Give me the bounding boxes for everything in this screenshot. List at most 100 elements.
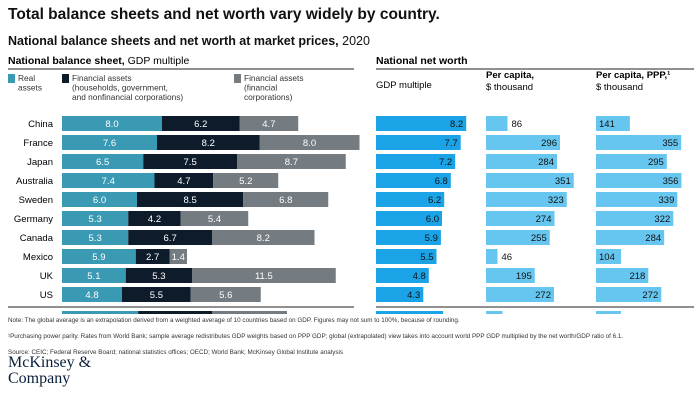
bar-japan-series-2 xyxy=(143,154,237,169)
value-label-germany-series-2: 4.2 xyxy=(148,214,161,225)
nw-label-uk-panel-1: 4.8 xyxy=(413,271,426,282)
category-label-mexico: Mexico xyxy=(23,252,53,263)
value-label-australia-series-1: 7.4 xyxy=(102,176,115,187)
panel-header-1: GDP multiple xyxy=(376,80,432,91)
bar-germany-series-2 xyxy=(128,211,181,226)
value-label-sweden-series-3: 6.8 xyxy=(279,195,292,206)
nw-label-canada-panel-1: 5.9 xyxy=(425,233,438,244)
value-label-china-series-2: 6.2 xyxy=(194,119,207,130)
nw-bar-us-panel-3 xyxy=(596,287,662,302)
bar-china-series-2 xyxy=(162,116,240,131)
bar-canada-series-2 xyxy=(128,230,212,245)
nw-label-japan-panel-3: 295 xyxy=(648,157,664,168)
value-label-us-series-1: 4.8 xyxy=(85,290,98,301)
legend-swatch-1 xyxy=(8,74,15,83)
nw-label-australia-panel-3: 356 xyxy=(663,176,679,187)
nw-bar-germany-panel-2 xyxy=(486,211,555,226)
nw-bar-global-panel-1 xyxy=(376,311,444,314)
nw-bar-global-panel-3 xyxy=(596,311,621,314)
nw-bar-france-panel-3 xyxy=(596,135,682,150)
value-label-uk-series-2: 5.3 xyxy=(152,271,165,282)
bar-uk-series-3 xyxy=(192,268,336,283)
bar-uk-series-1 xyxy=(62,268,126,283)
nw-label-canada-panel-3: 284 xyxy=(645,233,661,244)
value-label-france-series-1: 7.6 xyxy=(103,138,116,149)
nw-label-sweden-panel-3: 339 xyxy=(659,195,675,206)
bar-mexico-series-2 xyxy=(135,249,170,264)
bar-sweden-series-3 xyxy=(243,192,329,207)
nw-label-china-panel-2: 86 xyxy=(512,119,523,130)
nw-label-mexico-panel-2: 46 xyxy=(502,252,513,263)
category-label-japan: Japan xyxy=(27,157,53,168)
category-label-china: China xyxy=(28,119,54,130)
value-label-japan-series-3: 8.7 xyxy=(285,157,298,168)
panel-header-2: Per capita, $ thousand xyxy=(486,70,534,93)
nw-bar-uk-panel-1 xyxy=(376,268,429,283)
value-label-mexico-series-3: 1.4 xyxy=(172,252,185,263)
nw-bar-global-panel-2 xyxy=(486,311,503,314)
value-label-japan-series-2: 7.5 xyxy=(184,157,197,168)
bar-australia-series-1 xyxy=(62,173,155,188)
nw-bar-japan-panel-1 xyxy=(376,154,456,169)
nw-bar-china-panel-2 xyxy=(486,116,508,131)
bar-australia-series-3 xyxy=(213,173,279,188)
nw-label-mexico-panel-3: 104 xyxy=(599,252,615,263)
bar-france-series-3 xyxy=(259,135,360,150)
legend-label-1: Real assets xyxy=(18,73,42,93)
nw-bar-france-panel-2 xyxy=(486,135,560,150)
bar-australia-series-2 xyxy=(154,173,214,188)
bar-us-series-2 xyxy=(122,287,191,302)
category-label-sweden: Sweden xyxy=(19,195,53,206)
value-label-canada-series-1: 5.3 xyxy=(89,233,102,244)
nw-label-germany-panel-3: 322 xyxy=(654,214,670,225)
bar-germany-series-3 xyxy=(180,211,249,226)
nw-label-canada-panel-2: 255 xyxy=(531,233,547,244)
value-label-us-series-2: 5.5 xyxy=(150,290,163,301)
nw-bar-canada-panel-3 xyxy=(596,230,665,245)
nw-label-germany-panel-2: 274 xyxy=(536,214,552,225)
category-label-france: France xyxy=(23,138,53,149)
category-label-germany: Germany xyxy=(14,214,53,225)
bar-us-series-1 xyxy=(62,287,122,302)
nw-bar-australia-panel-3 xyxy=(596,173,682,188)
nw-label-france-panel-1: 7.7 xyxy=(444,138,457,149)
nw-label-japan-panel-2: 284 xyxy=(538,157,554,168)
category-label-us: US xyxy=(40,290,53,301)
nw-label-australia-panel-2: 351 xyxy=(555,176,571,187)
bar-france-series-1 xyxy=(62,135,157,150)
bar-china-series-1 xyxy=(62,116,162,131)
nw-bar-uk-panel-3 xyxy=(596,268,649,283)
nw-bar-australia-panel-1 xyxy=(376,173,451,188)
panel-header-3: Per capita, PPP,¹ $ thousand xyxy=(596,70,670,93)
nw-label-mexico-panel-1: 5.5 xyxy=(420,252,433,263)
bar-mexico-series-1 xyxy=(62,249,136,264)
balance-sheet-title: National balance sheet, GDP multiple xyxy=(8,55,189,67)
bar-global-series-3 xyxy=(212,311,287,314)
nw-label-uk-panel-2: 195 xyxy=(516,271,532,282)
nw-bar-mexico-panel-2 xyxy=(486,249,498,264)
nw-label-us-panel-3: 272 xyxy=(642,290,658,301)
nw-label-france-panel-3: 355 xyxy=(662,138,678,149)
nw-bar-australia-panel-2 xyxy=(486,173,574,188)
value-label-australia-series-2: 4.7 xyxy=(177,176,190,187)
bar-uk-series-2 xyxy=(125,268,192,283)
nw-label-japan-panel-1: 7.2 xyxy=(439,157,452,168)
nw-bar-us-panel-1 xyxy=(376,287,424,302)
legend-swatch-2 xyxy=(62,74,69,83)
bar-mexico-series-3 xyxy=(169,249,187,264)
bar-canada-series-3 xyxy=(212,230,315,245)
nw-bar-sweden-panel-2 xyxy=(486,192,567,207)
value-label-sweden-series-2: 8.5 xyxy=(184,195,197,206)
value-label-germany-series-1: 5.3 xyxy=(89,214,102,225)
nw-bar-sweden-panel-3 xyxy=(596,192,678,207)
nw-bar-uk-panel-2 xyxy=(486,268,535,283)
value-label-uk-series-1: 5.1 xyxy=(87,271,100,282)
mckinsey-logo: McKinsey & Company xyxy=(8,354,92,387)
nw-bar-france-panel-1 xyxy=(376,135,461,150)
value-label-australia-series-3: 5.2 xyxy=(239,176,252,187)
value-label-china-series-3: 4.7 xyxy=(262,119,275,130)
nw-bar-canada-panel-2 xyxy=(486,230,550,245)
chart-subtitle: National balance sheets and net worth at… xyxy=(8,34,370,48)
legend-swatch-3 xyxy=(234,74,241,83)
value-label-japan-series-1: 6.5 xyxy=(96,157,109,168)
